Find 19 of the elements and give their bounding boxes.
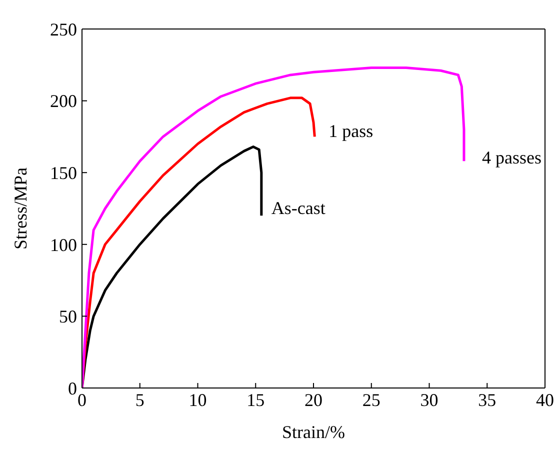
y-tick-label: 250 bbox=[50, 19, 77, 40]
y-tick-label: 200 bbox=[50, 91, 77, 112]
line-series bbox=[82, 66, 466, 388]
x-tick-label: 25 bbox=[362, 390, 380, 410]
x-tick-label: 10 bbox=[188, 390, 207, 410]
x-axis-title: Strain/% bbox=[282, 422, 345, 442]
y-tick-label: 150 bbox=[50, 162, 77, 183]
annotation: 1 pass bbox=[328, 121, 374, 142]
x-tick-label: 5 bbox=[135, 390, 144, 410]
x-tick-label: 40 bbox=[536, 390, 554, 410]
x-tick-label: 15 bbox=[246, 390, 265, 410]
y-tick-label: 50 bbox=[59, 306, 77, 327]
y-axis-title: Stress/MPa bbox=[10, 167, 30, 250]
y-tick-label: 100 bbox=[50, 234, 77, 255]
annotation: As-cast bbox=[271, 198, 326, 218]
annotation: 4 passes bbox=[482, 148, 542, 168]
x-tick-label: 20 bbox=[304, 390, 322, 410]
x-tick-label: 30 bbox=[420, 390, 438, 410]
x-tick-label: 35 bbox=[478, 390, 496, 410]
